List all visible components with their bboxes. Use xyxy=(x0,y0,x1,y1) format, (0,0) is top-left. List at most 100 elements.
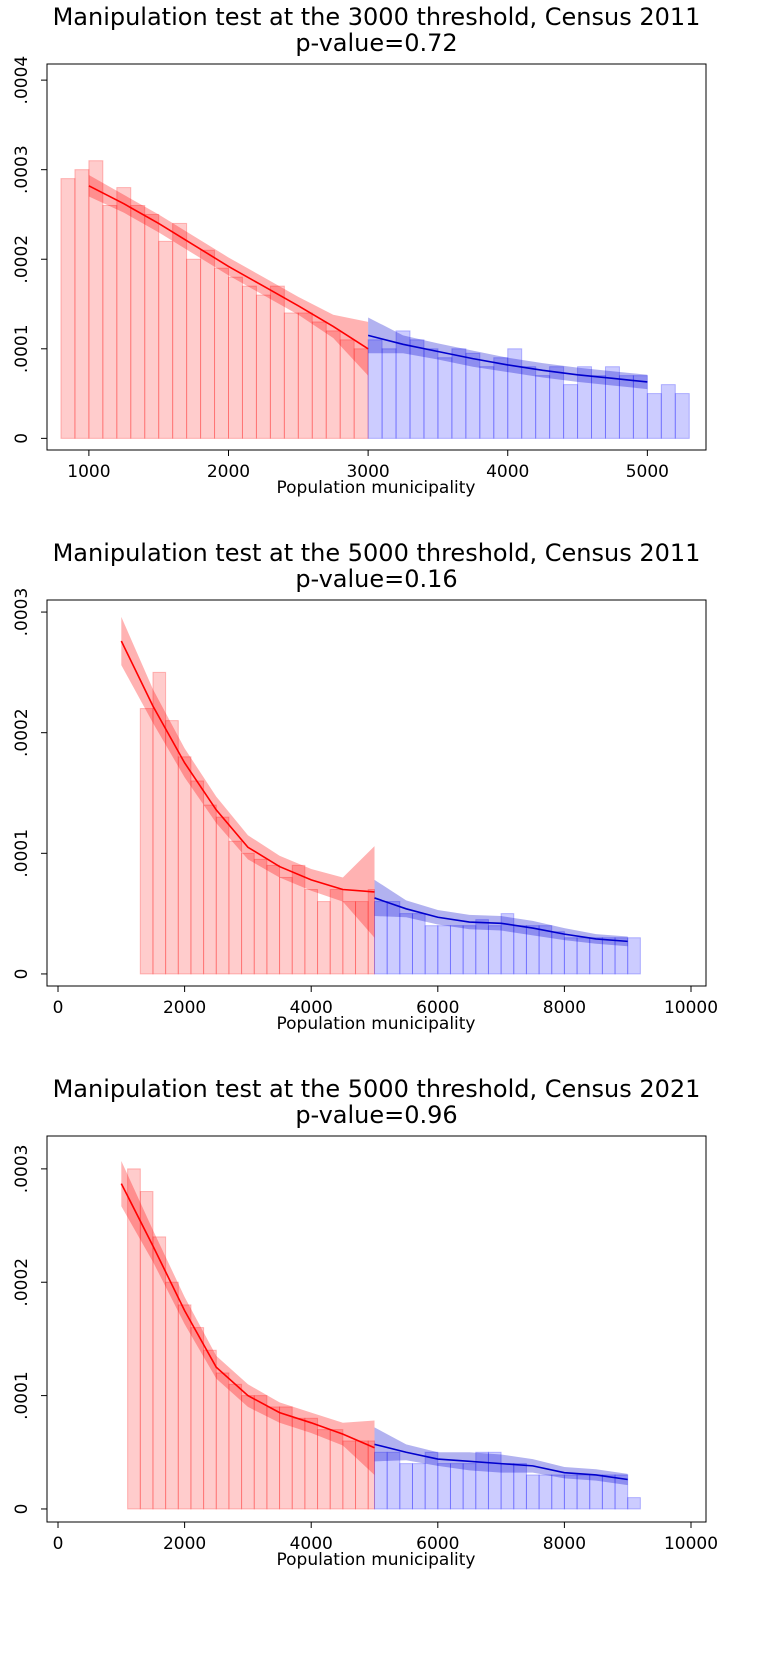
chart-subtitle: p-value=0.72 xyxy=(295,29,457,57)
y-tick-label: .0002 xyxy=(12,1258,32,1307)
y-tick-label: .0004 xyxy=(12,56,32,105)
bar xyxy=(228,1383,243,1510)
bar xyxy=(374,901,388,975)
bar xyxy=(399,913,413,975)
bar xyxy=(367,339,383,439)
bar xyxy=(203,804,217,975)
bar xyxy=(462,1463,477,1510)
x-tick-label: 4000 xyxy=(290,998,333,1018)
bar xyxy=(215,816,230,975)
bar xyxy=(411,1463,426,1510)
x-tick-label: 6000 xyxy=(416,1534,459,1554)
x-axis-label: Population municipality xyxy=(276,1014,475,1034)
bar xyxy=(102,205,118,439)
bar xyxy=(538,925,553,975)
bar xyxy=(395,330,411,439)
x-tick-label: 6000 xyxy=(416,998,459,1018)
chart-title: Manipulation test at the 5000 threshold,… xyxy=(53,539,701,567)
bar xyxy=(241,285,257,439)
bar xyxy=(577,366,593,439)
bar xyxy=(297,312,313,439)
y-tick-label: 0 xyxy=(12,433,32,444)
bar xyxy=(674,393,690,439)
fit-line xyxy=(374,897,628,943)
bar xyxy=(269,285,285,439)
bar xyxy=(627,1497,641,1510)
plot-frame xyxy=(46,599,707,987)
bar xyxy=(339,339,355,439)
bar xyxy=(551,1474,565,1510)
plot-frame xyxy=(46,1135,707,1523)
x-tick-label: 1000 xyxy=(67,462,110,482)
bar xyxy=(304,1417,319,1510)
bar xyxy=(525,1474,540,1510)
y-tick-label: .0001 xyxy=(12,1371,32,1420)
confidence-band xyxy=(368,317,648,390)
y-tick-label: .0002 xyxy=(12,708,32,757)
confidence-band xyxy=(121,1160,375,1475)
bar xyxy=(475,1451,489,1510)
bar xyxy=(253,858,268,975)
x-tick-label: 0 xyxy=(53,998,64,1018)
bar xyxy=(386,901,401,975)
bar xyxy=(451,348,467,439)
bar xyxy=(386,1451,401,1510)
bar xyxy=(241,1395,255,1510)
bar xyxy=(139,708,154,975)
bar xyxy=(399,1463,413,1510)
confidence-band xyxy=(88,175,369,376)
bar xyxy=(241,852,255,975)
bar xyxy=(563,937,578,975)
bar xyxy=(487,1451,502,1510)
bar xyxy=(513,1463,527,1510)
bar xyxy=(576,1474,591,1510)
bar xyxy=(116,187,132,439)
bar xyxy=(449,925,464,975)
bar xyxy=(462,925,477,975)
bar xyxy=(646,393,662,439)
x-tick-label: 2000 xyxy=(163,998,206,1018)
bar xyxy=(172,222,188,439)
plot-frame xyxy=(46,63,707,451)
bar xyxy=(604,366,620,439)
y-tick-label: .0003 xyxy=(12,588,32,637)
bar xyxy=(424,1451,439,1510)
bar xyxy=(424,925,439,975)
bar xyxy=(342,901,357,975)
fit-line xyxy=(120,1183,375,1449)
bar xyxy=(228,840,243,975)
x-tick-label: 3000 xyxy=(346,462,389,482)
bar xyxy=(614,1474,629,1510)
bar xyxy=(475,919,489,975)
bar xyxy=(190,780,205,975)
bar xyxy=(367,1440,376,1510)
bar xyxy=(266,1406,281,1510)
chart-subtitle: p-value=0.16 xyxy=(295,565,457,593)
y-tick-label: .0002 xyxy=(12,235,32,284)
bar xyxy=(355,901,369,975)
bar xyxy=(535,375,551,439)
bar xyxy=(158,240,174,439)
bar xyxy=(355,1440,369,1510)
x-tick-label: 5000 xyxy=(626,462,669,482)
bar xyxy=(291,864,306,975)
bar xyxy=(311,321,327,439)
bar xyxy=(576,937,591,975)
bar xyxy=(437,357,453,439)
bar xyxy=(449,1463,464,1510)
chart-title: Manipulation test at the 5000 threshold,… xyxy=(53,1075,701,1103)
bar xyxy=(291,1417,306,1510)
x-tick-label: 2000 xyxy=(207,462,250,482)
y-tick-label: 0 xyxy=(12,969,32,980)
bar xyxy=(329,889,344,975)
bar xyxy=(203,1349,217,1510)
bar xyxy=(563,384,579,439)
bar xyxy=(74,169,90,439)
bar xyxy=(177,756,192,975)
bar xyxy=(591,375,606,439)
bar xyxy=(152,671,167,975)
bar xyxy=(538,1474,553,1510)
bar xyxy=(632,375,648,439)
